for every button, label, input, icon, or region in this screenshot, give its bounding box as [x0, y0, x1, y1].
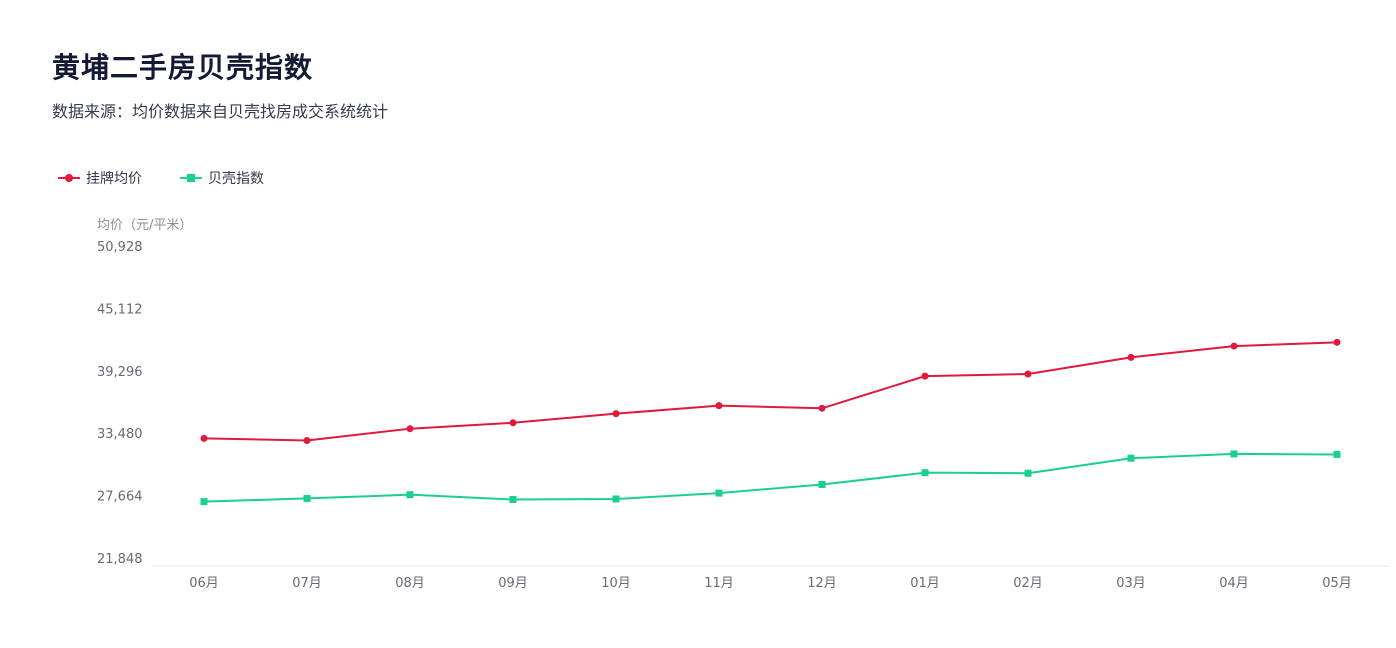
data-source-subtitle: 数据来源：均价数据来自贝壳找房成交系统统计	[52, 102, 389, 121]
y-tick-label: 27,664	[97, 490, 143, 505]
data-point	[406, 425, 414, 433]
x-tick-label: 11月	[704, 576, 734, 591]
series-line-1	[203, 452, 1338, 503]
y-tick-label: 45,112	[97, 302, 143, 317]
legend-dot	[187, 174, 195, 182]
page-title: 黄埔二手房贝壳指数	[52, 51, 314, 84]
y-axis-label: 均价（元/平米）	[97, 218, 193, 233]
legend-label: 贝壳指数	[208, 171, 264, 187]
x-tick-label: 02月	[1013, 576, 1043, 591]
x-tick-label: 07月	[292, 576, 322, 591]
x-tick-label: 05月	[1322, 576, 1352, 591]
legend-item-beike-index[interactable]: 贝壳指数	[180, 168, 264, 188]
data-point	[818, 404, 826, 412]
data-point	[1333, 450, 1341, 458]
legend-dot	[65, 174, 73, 182]
data-point	[1230, 450, 1238, 458]
legend-label: 挂牌均价	[86, 171, 142, 187]
x-tick-label: 04月	[1219, 576, 1249, 591]
data-point	[509, 496, 517, 504]
square-marker-icon	[180, 172, 202, 184]
data-point	[921, 469, 929, 477]
data-point	[1127, 353, 1135, 361]
x-tick-label: 01月	[910, 576, 940, 591]
y-tick-label: 33,480	[97, 427, 143, 442]
x-tick-label: 08月	[395, 576, 425, 591]
x-tick-label: 06月	[189, 576, 219, 591]
data-point	[200, 434, 208, 442]
data-point	[1127, 454, 1135, 462]
y-tick-label: 21,848	[97, 552, 143, 567]
data-point	[612, 495, 620, 503]
circle-marker-icon	[58, 172, 80, 184]
y-tick-label: 39,296	[97, 365, 143, 380]
x-tick-label: 10月	[601, 576, 631, 591]
x-tick-label: 12月	[807, 576, 837, 591]
data-point	[509, 419, 517, 427]
data-point	[1024, 469, 1032, 477]
x-tick-label: 09月	[498, 576, 528, 591]
data-point	[818, 480, 826, 488]
x-tick-label: 03月	[1116, 576, 1146, 591]
series-line-0	[203, 341, 1338, 442]
data-point	[1230, 342, 1238, 350]
data-point	[1333, 338, 1341, 346]
chart-legend: 挂牌均价 贝壳指数	[58, 168, 264, 188]
data-point	[921, 372, 929, 380]
data-point	[715, 489, 723, 497]
data-point	[303, 494, 311, 502]
data-point	[715, 402, 723, 410]
data-point	[200, 498, 208, 506]
data-point	[612, 410, 620, 418]
data-point	[303, 436, 311, 444]
data-point	[1024, 370, 1032, 378]
data-point	[406, 491, 414, 499]
y-tick-label: 50,928	[97, 240, 143, 255]
legend-item-listing-price[interactable]: 挂牌均价	[58, 168, 142, 188]
